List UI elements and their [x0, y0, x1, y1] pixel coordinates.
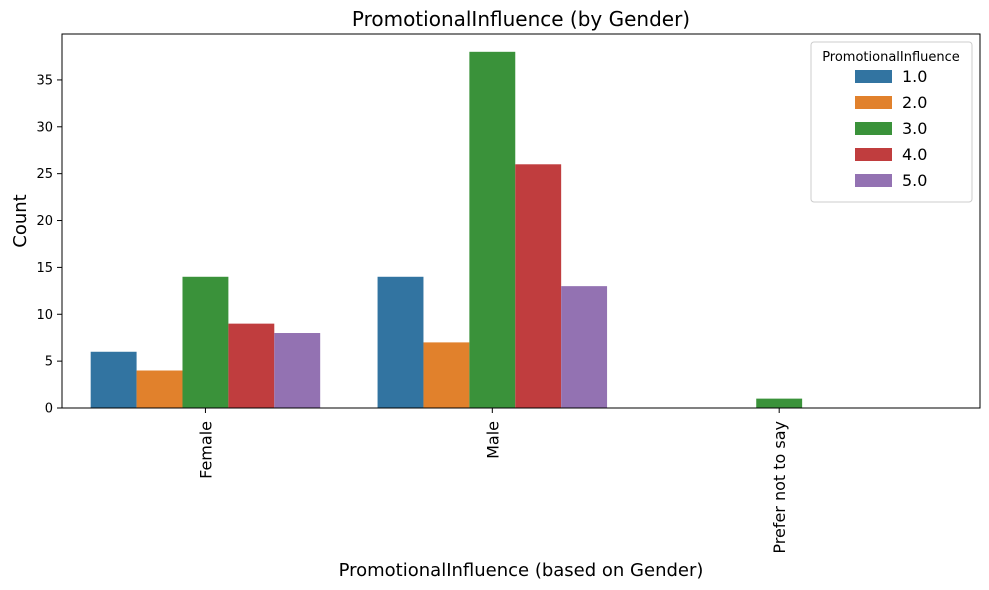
y-tick-label: 25	[36, 167, 53, 182]
bar-female-series-5-0	[274, 333, 321, 408]
legend-label: 5.0	[902, 171, 927, 190]
y-tick-label: 0	[45, 402, 53, 417]
bar-female-series-4-0	[228, 323, 275, 408]
y-tick-label: 35	[36, 73, 53, 88]
bar-male-series-5-0	[561, 286, 608, 408]
y-tick-label: 5	[45, 355, 53, 370]
y-tick-label: 15	[36, 261, 53, 276]
legend-label: 3.0	[902, 119, 927, 138]
legend-swatch	[855, 70, 892, 83]
y-tick-label: 20	[36, 214, 53, 229]
x-tick-label: Prefer not to say	[770, 421, 789, 554]
bar-male-series-2-0	[423, 342, 470, 408]
bar-female-series-2-0	[136, 370, 183, 408]
y-axis-label: Count	[10, 194, 31, 247]
x-tick-label: Female	[196, 421, 215, 479]
y-tick-label: 30	[36, 120, 53, 135]
legend-label: 1.0	[902, 67, 927, 86]
legend-title: PromotionalInfluence	[822, 50, 960, 65]
bar-male-series-4-0	[515, 164, 562, 408]
legend-label: 2.0	[902, 93, 927, 112]
chart-title: PromotionalInfluence (by Gender)	[352, 7, 690, 31]
x-axis: Female Male Prefer not to say	[196, 408, 789, 554]
y-axis: 0 5 10 15 20 25 30 35	[36, 73, 62, 417]
bar-female-series-1-0	[90, 351, 137, 408]
x-tick-label: Male	[483, 421, 502, 459]
legend-swatch	[855, 122, 892, 135]
bar-male-series-3-0	[469, 51, 516, 409]
bars-group	[90, 51, 803, 409]
plot-area	[61, 33, 981, 409]
bar-female-series-3-0	[182, 276, 229, 408]
legend: PromotionalInfluence 1.0 2.0 3.0 4.0 5.0	[810, 41, 973, 203]
x-axis-label: PromotionalInfluence (based on Gender)	[339, 560, 704, 581]
bar-male-series-1-0	[377, 276, 424, 408]
legend-swatch	[855, 174, 892, 187]
legend-swatch	[855, 148, 892, 161]
legend-swatch	[855, 96, 892, 109]
legend-items: 1.0 2.0 3.0 4.0 5.0	[855, 67, 927, 190]
y-tick-label: 10	[36, 308, 53, 323]
bar-prefer-not-to-say-series-3-0	[756, 398, 803, 408]
legend-label: 4.0	[902, 145, 927, 164]
